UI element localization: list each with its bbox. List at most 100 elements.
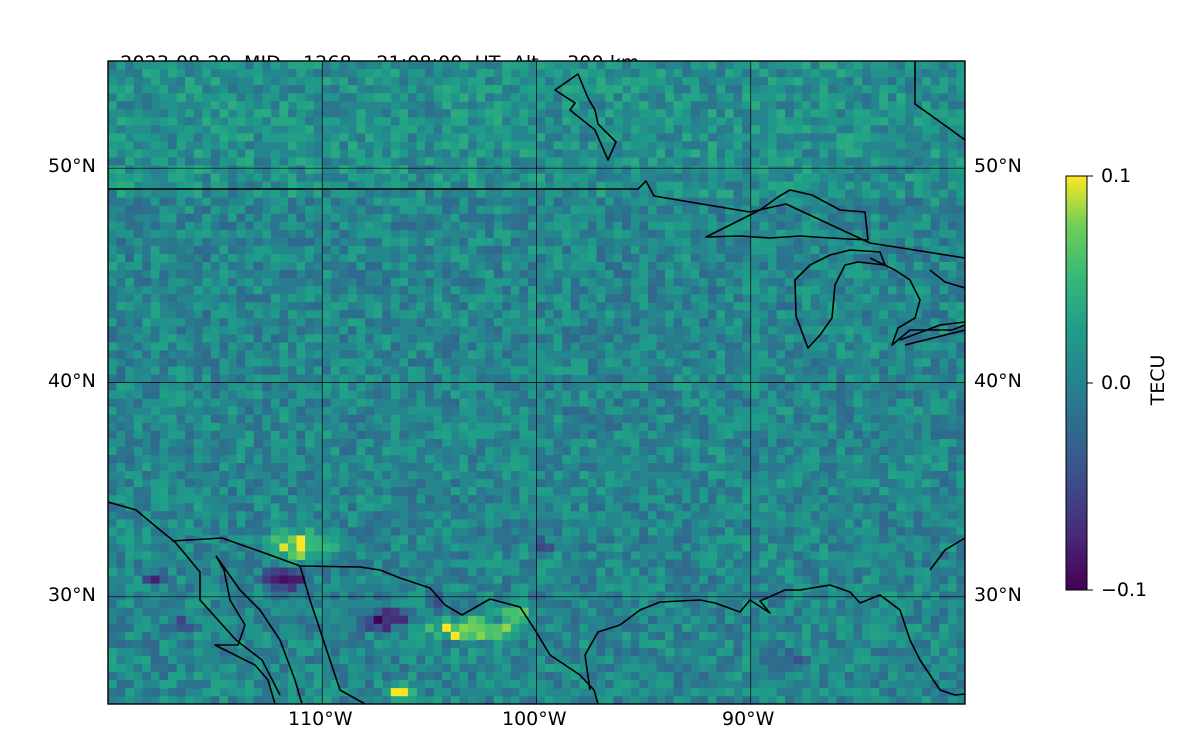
tec-cell bbox=[553, 133, 563, 142]
tec-cell bbox=[356, 278, 366, 287]
tec-cell bbox=[519, 398, 529, 408]
tec-cell bbox=[467, 567, 478, 577]
tec-cell bbox=[922, 495, 932, 504]
tec-cell bbox=[742, 237, 752, 247]
tec-cell bbox=[870, 543, 880, 552]
tec-cell bbox=[322, 181, 332, 191]
tec-cell bbox=[879, 374, 889, 384]
tec-cell bbox=[168, 446, 178, 456]
tec-cell bbox=[887, 519, 898, 528]
tec-cell bbox=[305, 197, 315, 207]
tec-cell bbox=[476, 237, 486, 247]
tec-cell bbox=[416, 519, 426, 528]
tec-cell bbox=[767, 382, 778, 392]
tec-cell bbox=[219, 133, 229, 142]
tec-cell bbox=[450, 455, 460, 464]
tec-cell bbox=[193, 245, 203, 255]
tec-cell bbox=[742, 213, 752, 223]
tec-cell bbox=[947, 559, 958, 569]
tec-cell bbox=[570, 390, 580, 400]
tec-cell bbox=[639, 69, 649, 78]
tec-cell bbox=[407, 535, 418, 544]
tec-cell bbox=[305, 165, 315, 175]
tec-cell bbox=[947, 181, 958, 191]
tec-cell bbox=[836, 374, 846, 384]
tec-cell bbox=[339, 366, 349, 376]
tec-cell bbox=[622, 342, 632, 351]
tec-cell bbox=[725, 262, 735, 271]
tec-cell bbox=[536, 455, 546, 464]
tec-cell bbox=[673, 165, 683, 175]
tec-cell bbox=[365, 495, 375, 504]
tec-cell bbox=[313, 495, 323, 504]
tec-cell bbox=[767, 310, 778, 319]
tec-cell bbox=[142, 350, 152, 359]
tec-cell bbox=[802, 511, 812, 520]
tec-cell bbox=[579, 221, 589, 231]
tec-cell bbox=[819, 438, 829, 448]
tec-cell bbox=[579, 326, 589, 335]
tec-cell bbox=[339, 479, 349, 488]
tec-cell bbox=[819, 382, 829, 392]
tec-cell bbox=[939, 237, 949, 247]
tec-cell bbox=[313, 511, 323, 520]
tec-cell bbox=[930, 85, 940, 94]
tec-cell bbox=[279, 237, 289, 247]
tec-cell bbox=[236, 414, 246, 424]
tec-cell bbox=[733, 334, 743, 343]
tec-cell bbox=[605, 374, 615, 384]
tec-cell bbox=[845, 438, 855, 448]
tec-cell bbox=[827, 278, 838, 287]
tec-cell bbox=[870, 229, 880, 239]
tec-cell bbox=[236, 463, 246, 472]
tec-cell bbox=[776, 390, 786, 400]
tec-cell bbox=[553, 519, 563, 528]
tec-cell bbox=[896, 286, 906, 295]
tec-cell bbox=[407, 350, 418, 359]
tec-cell bbox=[733, 117, 743, 126]
tec-cell bbox=[519, 262, 529, 271]
tec-cell bbox=[485, 318, 495, 327]
tec-cell bbox=[725, 342, 735, 351]
tec-cell bbox=[742, 189, 752, 199]
tec-cell bbox=[767, 503, 778, 512]
tec-cell bbox=[279, 93, 289, 102]
tec-cell bbox=[150, 591, 160, 601]
tec-cell bbox=[193, 503, 203, 512]
tec-cell bbox=[810, 302, 820, 311]
tec-cell bbox=[253, 173, 263, 183]
tec-cell bbox=[202, 583, 212, 593]
tec-cell bbox=[150, 398, 160, 408]
tec-cell bbox=[433, 551, 443, 560]
tec-cell bbox=[622, 551, 632, 560]
tec-cell bbox=[228, 382, 238, 392]
tec-cell bbox=[527, 487, 538, 496]
tec-cell bbox=[845, 390, 855, 400]
tec-cell bbox=[896, 93, 906, 102]
tec-cell bbox=[219, 495, 229, 504]
tec-cell bbox=[596, 173, 606, 183]
tec-cell bbox=[176, 221, 186, 231]
tec-cell bbox=[433, 245, 443, 255]
tec-cell bbox=[716, 262, 726, 271]
tec-cell bbox=[442, 382, 452, 392]
tec-cell bbox=[639, 495, 649, 504]
tec-cell bbox=[185, 511, 195, 520]
tec-cell bbox=[279, 551, 289, 560]
tec-cell bbox=[416, 374, 426, 384]
tec-cell bbox=[922, 229, 932, 239]
tec-cell bbox=[862, 390, 872, 400]
tec-cell bbox=[733, 511, 743, 520]
tec-cell bbox=[288, 511, 298, 520]
tec-cell bbox=[493, 221, 503, 231]
tec-cell bbox=[750, 318, 760, 327]
tec-cell bbox=[476, 245, 486, 255]
tec-cell bbox=[382, 326, 392, 335]
tec-cell bbox=[630, 93, 640, 102]
tec-cell bbox=[313, 221, 323, 231]
tec-cell bbox=[416, 197, 426, 207]
tec-cell bbox=[930, 527, 940, 536]
tec-cell bbox=[125, 382, 135, 392]
tec-cell bbox=[322, 414, 332, 424]
tec-cell bbox=[845, 278, 855, 287]
